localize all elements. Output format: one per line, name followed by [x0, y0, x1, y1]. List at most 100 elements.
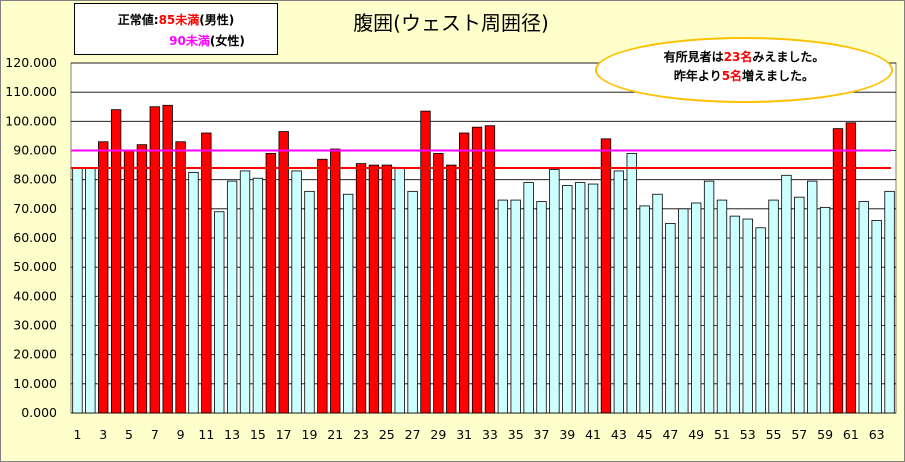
- x-tick-label: 41: [585, 427, 601, 442]
- legend-prefix: 正常値:: [117, 13, 159, 27]
- y-tick-label: 30.000: [13, 318, 57, 333]
- x-tick-label: 13: [224, 427, 240, 442]
- bar: [484, 125, 496, 414]
- y-tick-label: 20.000: [13, 347, 57, 362]
- bar: [214, 211, 225, 414]
- bar: [768, 199, 779, 414]
- bar: [858, 201, 869, 414]
- threshold-lines: [71, 149, 891, 169]
- bar: [742, 218, 753, 414]
- bar: [807, 180, 818, 414]
- finding-count: 23名: [723, 50, 753, 64]
- bar: [652, 193, 663, 414]
- y-tick-label: 0.000: [21, 405, 57, 420]
- bar: [781, 174, 792, 414]
- x-tick-label: 37: [534, 427, 550, 442]
- bar: [678, 208, 689, 414]
- y-axis-ticks: 0.000 10.000 20.000 30.000 40.000 50.000 60.00…: [5, 55, 57, 420]
- bar: [510, 199, 521, 414]
- legend-female-label: (女性): [209, 34, 245, 48]
- x-tick-label: 45: [637, 427, 653, 442]
- bar: [794, 196, 805, 414]
- bar: [98, 141, 109, 414]
- bar: [458, 132, 470, 414]
- y-tick-label: 120.000: [5, 55, 57, 70]
- x-tick-label: 31: [456, 427, 472, 442]
- bar: [497, 199, 509, 414]
- x-axis-ticks: 1 3 5 7 9 11 13 15 17 19 21 23 25 27 29 31 33 35 37 39 41 43 4…: [73, 427, 884, 442]
- x-tick-label: 61: [843, 427, 859, 442]
- bar: [446, 164, 457, 414]
- finding-callout: 有所見者は23名みえました。 昨年より5名増えました。: [595, 37, 893, 103]
- bar: [291, 170, 302, 414]
- bar: [871, 220, 882, 414]
- bar: [330, 148, 341, 414]
- bar: [162, 104, 173, 414]
- x-tick-label: 11: [198, 427, 214, 442]
- bar: [600, 138, 612, 414]
- bar: [562, 185, 573, 414]
- bar: [123, 150, 135, 414]
- legend-female-line: 90未満(女性): [75, 32, 277, 49]
- bar: [832, 128, 844, 414]
- bar: [304, 190, 315, 414]
- x-tick-label: 55: [766, 427, 782, 442]
- x-tick-label: 43: [611, 427, 627, 442]
- finding-increase: 5名: [721, 69, 743, 83]
- y-tick-label: 110.000: [5, 84, 57, 99]
- y-tick-label: 50.000: [13, 259, 57, 274]
- bar: [342, 193, 354, 414]
- x-tick-label: 29: [430, 427, 446, 442]
- bar: [755, 227, 766, 414]
- x-tick-label: 57: [791, 427, 807, 442]
- y-tick-label: 90.000: [13, 143, 57, 158]
- bar: [175, 141, 186, 414]
- bar: [549, 169, 560, 414]
- bar-layer: [72, 104, 895, 414]
- finding-line-1: 有所見者は23名みえました。: [597, 48, 891, 65]
- finding-line-2: 昨年より5名増えました。: [597, 67, 891, 84]
- bar: [265, 153, 276, 414]
- y-tick-label: 10.000: [13, 376, 57, 391]
- x-tick-label: 47: [662, 427, 678, 442]
- finding-line1-pre: 有所見者は: [663, 50, 724, 64]
- chart-title: 腹囲(ウェスト周囲径): [353, 11, 549, 35]
- bar: [239, 170, 251, 414]
- bar: [355, 163, 367, 414]
- bar: [626, 153, 637, 414]
- bar: [575, 182, 586, 414]
- bar: [420, 110, 431, 414]
- bar: [665, 223, 676, 414]
- y-tick-label: 40.000: [13, 288, 57, 303]
- bar: [149, 106, 160, 414]
- x-tick-label: 15: [250, 427, 266, 442]
- y-tick-label: 60.000: [13, 230, 57, 245]
- bar: [691, 202, 702, 414]
- finding-line2-post: 増えました。: [742, 69, 815, 83]
- bar: [703, 180, 715, 414]
- x-tick-label: 63: [869, 427, 885, 442]
- x-tick-label: 53: [740, 427, 756, 442]
- bar: [368, 164, 380, 414]
- x-tick-label: 33: [482, 427, 498, 442]
- bar: [613, 170, 625, 414]
- x-tick-label: 19: [302, 427, 318, 442]
- x-tick-label: 21: [327, 427, 343, 442]
- y-tick-label: 100.000: [5, 113, 57, 128]
- x-tick-label: 5: [125, 427, 133, 442]
- bar: [252, 177, 264, 414]
- bar: [317, 158, 328, 414]
- x-tick-label: 39: [559, 427, 575, 442]
- bar: [110, 109, 122, 414]
- x-tick-label: 35: [508, 427, 524, 442]
- x-tick-label: 27: [405, 427, 421, 442]
- x-tick-label: 49: [688, 427, 704, 442]
- bar: [523, 182, 534, 414]
- x-tick-label: 25: [379, 427, 395, 442]
- bar: [587, 183, 599, 414]
- bar: [716, 199, 728, 414]
- x-tick-label: 17: [276, 427, 292, 442]
- x-tick-label: 7: [151, 427, 159, 442]
